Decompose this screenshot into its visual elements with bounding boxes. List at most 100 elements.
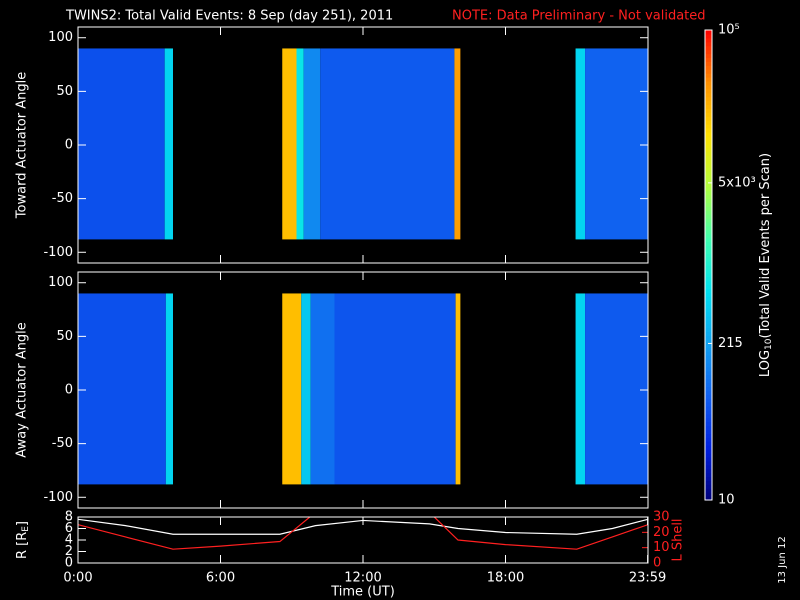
colorbar-cell [705, 347, 712, 352]
y2-tick-label: 30 [653, 510, 670, 525]
heatmap-stripe [303, 48, 321, 240]
heatmap-stripe [334, 293, 456, 485]
colorbar-cell [705, 476, 712, 482]
colorbar-cell [705, 174, 712, 180]
heatmap-stripe [78, 293, 166, 485]
y-tick-label: -100 [43, 490, 73, 505]
colorbar-cell [705, 112, 712, 117]
colorbar-cell [705, 155, 712, 160]
colorbar-cell [705, 460, 712, 466]
colorbar-cell [705, 292, 712, 297]
colorbar-tick-label: 215 [718, 336, 743, 351]
y-tick-label: 0 [65, 556, 73, 571]
colorbar-cell [705, 300, 712, 305]
colorbar-label-sub: 10 [764, 338, 774, 350]
colorbar-cell [705, 53, 712, 59]
colorbar-cell [705, 335, 712, 341]
colorbar-cell [705, 453, 712, 458]
colorbar-cell [705, 233, 712, 239]
colorbar-cell [705, 374, 712, 380]
plot-area [78, 48, 648, 240]
colorbar-cell [705, 229, 712, 235]
colorbar-cell [705, 202, 712, 207]
colorbar-cell [705, 394, 712, 399]
y-axis-label: R [RE] [15, 521, 31, 559]
colorbar-cell [705, 37, 712, 43]
series-line [78, 517, 648, 550]
colorbar-cell [705, 472, 712, 478]
colorbar-cell [705, 327, 712, 333]
colorbar-cell [705, 96, 712, 102]
colorbar-cell [705, 433, 712, 438]
heatmap-stripe [454, 48, 461, 240]
colorbar-cell [705, 268, 712, 274]
y-tick-label: 6 [65, 521, 73, 536]
colorbar-cell [705, 351, 712, 356]
colorbar-cell [705, 425, 712, 431]
y2-tick-label: 20 [653, 525, 670, 540]
y-tick-label: 0 [65, 138, 73, 153]
colorbar-cell [705, 104, 712, 109]
x-axis-label: Time (UT) [330, 585, 395, 600]
y-axis-label: Away Actuator Angle [15, 322, 30, 457]
heatmap-stripe [575, 293, 586, 485]
colorbar-cell [705, 135, 712, 141]
colorbar-cell [705, 198, 712, 203]
colorbar-cell [705, 163, 712, 168]
y-tick-label: 50 [56, 329, 73, 344]
colorbar-cell [705, 315, 712, 321]
colorbar-cell [705, 73, 712, 78]
colorbar-label-prefix: LOG [758, 350, 773, 377]
y-tick-label: 50 [56, 84, 73, 99]
colorbar-cell [705, 210, 712, 215]
heatmap-stripe [585, 48, 648, 240]
colorbar-cell [705, 488, 712, 493]
colorbar-cell [705, 218, 712, 223]
colorbar-cell [705, 409, 712, 415]
colorbar-cell [705, 362, 712, 368]
colorbar-cell [705, 323, 712, 329]
colorbar-cell [705, 69, 712, 74]
colorbar-cell [705, 30, 712, 35]
note: NOTE: Data Preliminary - Not validated [452, 9, 706, 24]
colorbar-cell [705, 319, 712, 325]
colorbar-cell [705, 257, 712, 262]
x-tick-label: 0:00 [63, 571, 92, 586]
y-tick-label: 8 [65, 510, 73, 525]
date-stamp: 13 Jun 12 [777, 536, 788, 583]
colorbar-cell [705, 417, 712, 423]
colorbar-cell [705, 355, 712, 360]
colorbar-tick-label: 10⁵ [718, 23, 740, 38]
heatmap-stripe [164, 48, 173, 240]
colorbar-cell [705, 288, 712, 294]
colorbar-cell [705, 261, 712, 266]
y-label-end: ] [15, 521, 30, 526]
colorbar-cell [705, 284, 712, 290]
heatmap-stripe [575, 48, 586, 240]
heatmap-stripe [165, 293, 173, 485]
colorbar-cell [705, 120, 712, 125]
heatmap-stripe [296, 48, 304, 240]
colorbar-cell [705, 108, 712, 113]
colorbar-cell [705, 127, 712, 133]
colorbar-cell [705, 159, 712, 164]
colorbar-cell [705, 65, 712, 70]
y2-axis-label: L Shell [671, 518, 686, 561]
plot-area [78, 293, 648, 485]
colorbar-cell [705, 241, 712, 247]
colorbar-cell [705, 386, 712, 391]
colorbar-cell [705, 41, 712, 47]
colorbar-cell [705, 339, 712, 344]
colorbar-cell [705, 421, 712, 427]
colorbar-cell [705, 280, 712, 286]
colorbar-cell [705, 304, 712, 309]
colorbar-cell [705, 441, 712, 446]
y2-tick-label: 0 [653, 556, 661, 571]
colorbar-cell [705, 80, 712, 86]
colorbar-cell [705, 92, 712, 98]
y-tick-label: -100 [43, 245, 73, 260]
colorbar-cell [705, 413, 712, 419]
colorbar-cell [705, 88, 712, 94]
colorbar-cell [705, 77, 712, 82]
